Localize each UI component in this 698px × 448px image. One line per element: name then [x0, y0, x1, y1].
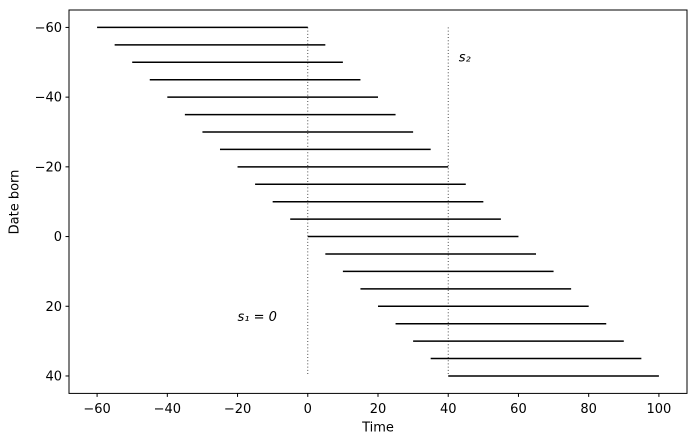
- y-tick-label: 0: [54, 230, 62, 245]
- y-tick-label: 40: [45, 369, 62, 384]
- sample-time-label: s₁ = 0: [238, 310, 277, 325]
- x-tick-label: −20: [224, 402, 251, 417]
- x-axis-title: Time: [362, 420, 394, 436]
- x-tick-label: −40: [154, 402, 181, 417]
- sample-time-label: s₂: [459, 51, 471, 66]
- y-axis-title: Date born: [7, 169, 23, 235]
- y-tick-label: −60: [35, 21, 62, 36]
- x-tick-label: −60: [83, 402, 110, 417]
- x-tick-label: 0: [304, 402, 312, 417]
- y-tick-label: 20: [45, 300, 62, 315]
- x-tick-label: 40: [440, 402, 457, 417]
- x-tick-label: 20: [370, 402, 387, 417]
- x-tick-label: 60: [510, 402, 527, 417]
- x-tick-label: 100: [646, 402, 671, 417]
- y-tick-label: −20: [35, 160, 62, 175]
- y-tick-label: −40: [35, 91, 62, 106]
- x-tick-label: 80: [580, 402, 597, 417]
